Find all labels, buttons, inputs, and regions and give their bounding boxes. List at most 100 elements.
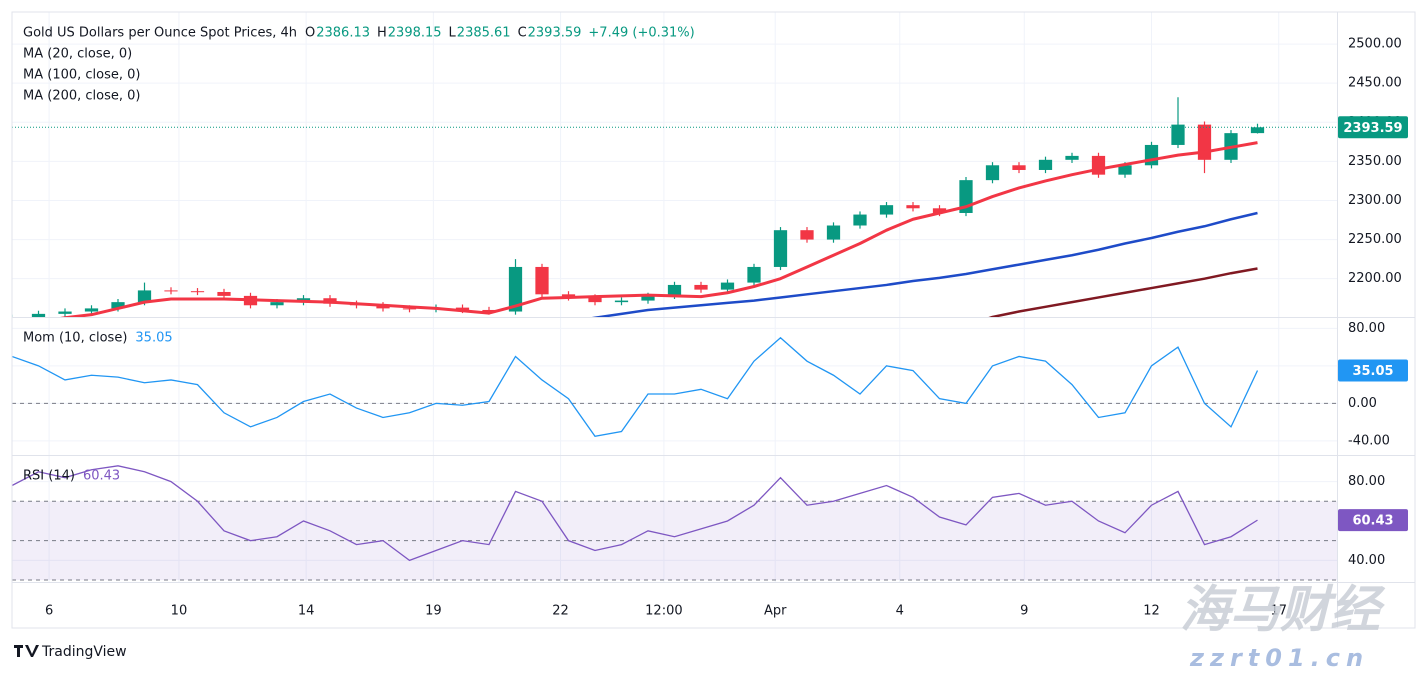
candle-body (84, 308, 99, 312)
candle-body (1012, 165, 1026, 170)
logo-icon (14, 645, 39, 657)
tradingview-logo: TradingView (14, 644, 127, 660)
candle-body (402, 308, 417, 310)
frame (11, 11, 1416, 629)
candle-body (667, 284, 682, 296)
candle-body (614, 300, 629, 303)
moving-average-line (60, 141, 1258, 317)
watermark-url: zzrt01.cn (1189, 644, 1369, 672)
watermark-title: 海马财经 (1180, 581, 1386, 639)
x-tick-label: 9 (1020, 604, 1028, 619)
candle-body (1038, 159, 1053, 170)
candle-body (747, 266, 761, 283)
last-value-label: 60.43 (1352, 514, 1393, 529)
candle-body (137, 290, 152, 303)
candle-body (31, 313, 46, 317)
momentum-pane (12, 336, 1337, 437)
candle-body (906, 205, 920, 209)
legend-entry: Mom (10, close) (23, 331, 127, 346)
candle-body (1197, 124, 1212, 160)
candle-body (455, 307, 470, 310)
candle-body (376, 305, 390, 309)
candle-body (561, 294, 576, 298)
y-tick-label: 80.00 (1348, 474, 1385, 489)
candle-body (1250, 127, 1265, 134)
candle-body (694, 284, 708, 290)
candle-body (1065, 155, 1079, 160)
y-tick-label: 2500.00 (1348, 37, 1402, 52)
ohlc-value: 2386.13 (316, 26, 370, 41)
legend-entry: MA (20, close, 0) (23, 47, 132, 62)
candle-body (1171, 124, 1185, 145)
legend-value: 35.05 (135, 331, 172, 346)
ohlc-letter: C (518, 26, 527, 41)
x-tick-label: 10 (171, 604, 188, 619)
legend-entry: MA (100, close, 0) (23, 68, 140, 83)
chart-title: Gold US Dollars per Ounce Spot Prices, 4… (23, 26, 297, 41)
candle-body (1144, 144, 1159, 166)
candle-body (1118, 165, 1132, 175)
candle-body (800, 230, 814, 240)
x-tick-label: 17 (1270, 604, 1287, 619)
rsi-pane (12, 465, 1337, 581)
labels-layer: 6 10 14 19 22 12:00 Apr 4 9 12 17 2200.00 2250.00 230… (23, 26, 1408, 619)
last-price-label-bg (1338, 116, 1408, 139)
ohlc-value: 2393.59 (528, 26, 582, 41)
legend-value: 60.43 (83, 469, 120, 484)
candle-body (111, 302, 125, 309)
candle-body (270, 302, 284, 306)
x-tick-label: 6 (45, 604, 53, 619)
legend-entry: RSI (14) (23, 469, 75, 484)
candle-body (826, 225, 841, 240)
y-tick-label: 2450.00 (1348, 76, 1402, 91)
x-tick-label: 22 (552, 604, 569, 619)
price-change: +7.49 (+0.31%) (588, 26, 694, 41)
moving-average-line (988, 267, 1258, 317)
y-tick-label: 2250.00 (1348, 232, 1402, 247)
x-tick-label: 19 (425, 604, 442, 619)
ohlc-letter: L (449, 26, 457, 41)
last-price-label: 2393.59 (1343, 121, 1402, 136)
y-tick-label: 2300.00 (1348, 193, 1402, 208)
x-tick-label: 14 (298, 604, 315, 619)
candle-body (985, 165, 1000, 181)
candle-body (773, 230, 788, 267)
y-tick-label: 0.00 (1348, 396, 1377, 411)
candle-body (217, 291, 231, 296)
candle-body (1091, 155, 1106, 175)
x-tick-label: 4 (896, 604, 904, 619)
y-tick-label: 2350.00 (1348, 154, 1402, 169)
moving-average-line (591, 211, 1258, 317)
candle-body (641, 295, 655, 301)
candle-body (853, 214, 867, 226)
x-tick-label: 12 (1143, 604, 1160, 619)
candle-body (164, 290, 178, 292)
y-tick-label: 40.00 (1348, 553, 1385, 568)
candle-body (58, 311, 72, 314)
indicator-line (12, 336, 1259, 437)
legend-entry: MA (200, close, 0) (23, 89, 140, 104)
chart-border (11, 11, 1416, 629)
candle-body (588, 297, 602, 303)
indicator-line (12, 465, 1258, 562)
candle-body (720, 282, 735, 290)
ohlc-value: 2398.15 (388, 26, 442, 41)
ohlc-letter: H (377, 26, 387, 41)
candle-body (190, 291, 205, 293)
last-value-label: 35.05 (1352, 364, 1393, 379)
candle-body (482, 309, 496, 312)
candle-body (879, 205, 894, 215)
candle-body (932, 208, 947, 213)
last-value-label-bg (1338, 359, 1408, 382)
ohlc-letter: O (305, 26, 315, 41)
y-tick-label: 80.00 (1348, 321, 1385, 336)
last-value-label-bg (1338, 509, 1408, 532)
candle-body (508, 266, 523, 312)
candle-body (535, 266, 549, 295)
rsi-band (12, 501, 1337, 581)
price-pane (12, 97, 1337, 317)
ohlc-value: 2385.61 (457, 26, 511, 41)
x-tick-label: Apr (764, 604, 787, 619)
y-tick-label: 2200.00 (1348, 271, 1402, 286)
branding: TradingView (41, 644, 127, 660)
